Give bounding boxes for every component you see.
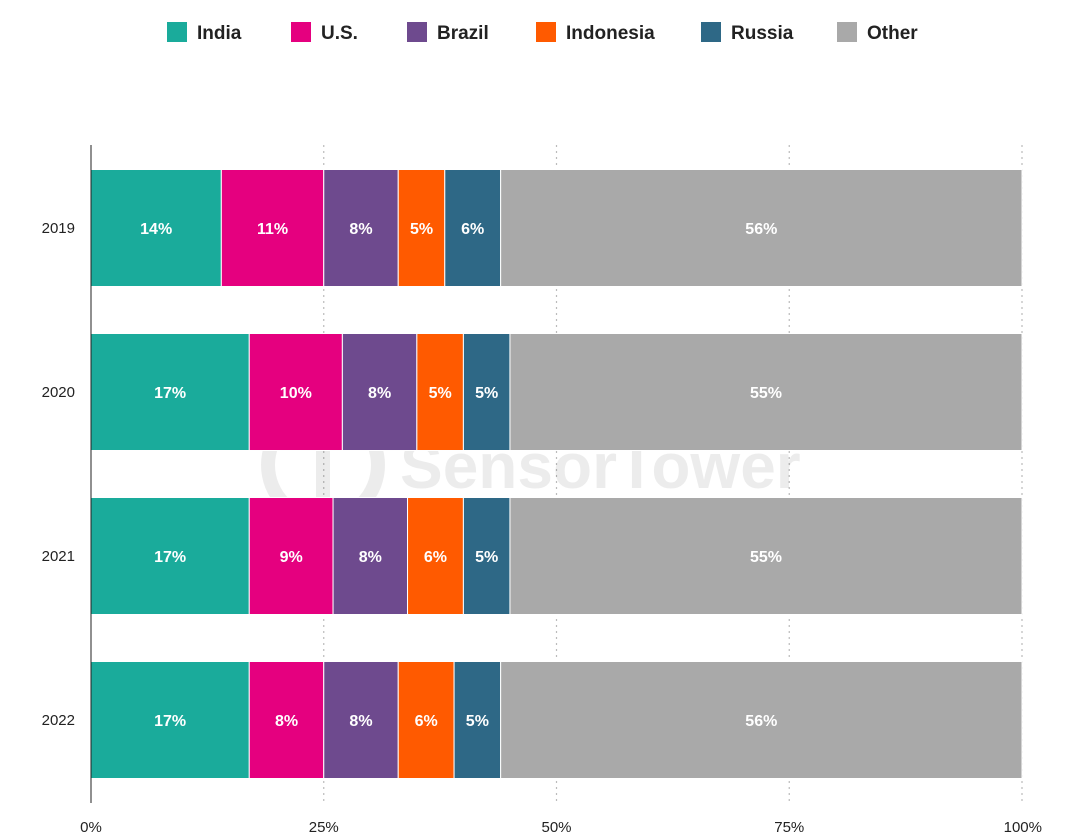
- data-label-2020-u-s: 10%: [280, 385, 312, 402]
- legend-item-other: Other: [837, 22, 918, 44]
- x-axis-ticks: 0% 25% 50% 75% 100%: [80, 819, 1042, 836]
- y-tick-label-2019: 2019: [42, 220, 75, 237]
- data-label-2021-india: 17%: [154, 549, 186, 566]
- x-tick-label-25: 25%: [309, 819, 339, 836]
- bar-2022-india: [90, 661, 250, 779]
- data-label-2022-indonesia: 6%: [415, 713, 438, 730]
- bar-2022-indonesia: [397, 661, 455, 779]
- legend-item-u-s: U.S.: [291, 22, 358, 44]
- data-label-2022-brazil: 8%: [349, 713, 372, 730]
- bar-row-2020: 17% 10% 8% 5% 5% 55%: [90, 333, 1023, 451]
- bar-2021-other: [509, 497, 1023, 615]
- x-tick-label-0: 0%: [80, 819, 102, 836]
- legend-label-india: India: [197, 23, 242, 44]
- legend-label-u-s: U.S.: [321, 23, 358, 44]
- bar-2021-russia: [462, 497, 511, 615]
- bar-2021-indonesia: [407, 497, 464, 615]
- x-tick-label-75: 75%: [774, 819, 804, 836]
- data-label-2019-india: 14%: [140, 221, 172, 238]
- bar-row-2019: 14% 11% 8% 5% 6% 56%: [90, 169, 1023, 287]
- bar-2019-other: [500, 169, 1023, 287]
- y-tick-label-2022: 2022: [42, 712, 75, 729]
- bar-2021-india: [90, 497, 250, 615]
- legend-swatch-brazil: [407, 22, 427, 42]
- y-tick-label-2020: 2020: [42, 384, 75, 401]
- bar-row-2022: 17% 8% 8% 6% 5% 56%: [90, 661, 1023, 779]
- legend-item-brazil: Brazil: [407, 22, 489, 44]
- bar-2020-brazil: [341, 333, 418, 451]
- data-label-2021-brazil: 8%: [359, 549, 382, 566]
- data-label-2019-u-s: 11%: [257, 221, 288, 238]
- legend-swatch-russia: [701, 22, 721, 42]
- y-axis-ticks: 2019 2020 2021 2022: [42, 220, 75, 729]
- data-label-2021-u-s: 9%: [280, 549, 303, 566]
- bar-row-2021: 17% 9% 8% 6% 5% 55%: [90, 497, 1023, 615]
- legend-label-indonesia: Indonesia: [566, 23, 655, 44]
- legend-swatch-india: [167, 22, 187, 42]
- legend-label-russia: Russia: [731, 23, 794, 44]
- legend-swatch-u-s: [291, 22, 311, 42]
- data-label-2022-u-s: 8%: [275, 713, 298, 730]
- data-label-2020-indonesia: 5%: [429, 385, 452, 402]
- data-label-2019-indonesia: 5%: [410, 221, 433, 238]
- bar-2020-other: [509, 333, 1023, 451]
- legend-item-india: India: [167, 22, 242, 44]
- legend-item-russia: Russia: [701, 22, 794, 44]
- bar-2019-u-s: [220, 169, 325, 287]
- x-tick-label-50: 50%: [541, 819, 571, 836]
- x-tick-label-100: 100%: [1004, 819, 1042, 836]
- bar-2020-russia: [462, 333, 511, 451]
- data-label-2021-indonesia: 6%: [424, 549, 447, 566]
- bar-2022-u-s: [248, 661, 325, 779]
- legend-label-brazil: Brazil: [437, 23, 489, 44]
- legend: India U.S. Brazil Indonesia Russia Other: [167, 22, 918, 44]
- data-label-2020-other: 55%: [750, 385, 782, 402]
- bar-2020-u-s: [248, 333, 343, 451]
- data-label-2022-india: 17%: [154, 713, 186, 730]
- bar-2022-brazil: [323, 661, 399, 779]
- bar-2022-other: [500, 661, 1023, 779]
- watermark-logo-stem: [316, 440, 330, 500]
- legend-swatch-indonesia: [536, 22, 556, 42]
- data-label-2019-russia: 6%: [461, 221, 484, 238]
- bar-2022-russia: [453, 661, 502, 779]
- data-label-2020-russia: 5%: [475, 385, 498, 402]
- data-label-2021-russia: 5%: [475, 549, 498, 566]
- data-label-2021-other: 55%: [750, 549, 782, 566]
- data-label-2019-other: 56%: [745, 221, 777, 238]
- data-label-2019-brazil: 8%: [349, 221, 372, 238]
- bar-2019-russia: [444, 169, 502, 287]
- data-label-2022-other: 56%: [745, 713, 777, 730]
- bar-2019-india: [90, 169, 222, 287]
- bar-2021-u-s: [248, 497, 334, 615]
- legend-swatch-other: [837, 22, 857, 42]
- data-label-2020-india: 17%: [154, 385, 186, 402]
- legend-label-other: Other: [867, 23, 918, 44]
- legend-item-indonesia: Indonesia: [536, 22, 655, 44]
- data-label-2020-brazil: 8%: [368, 385, 391, 402]
- data-label-2022-russia: 5%: [466, 713, 489, 730]
- bars: 14% 11% 8% 5% 6% 56% 17% 10% 8% 5% 5% 55% 17% 9% 8% 6% 5…: [90, 169, 1023, 779]
- y-tick-label-2021: 2021: [42, 548, 75, 565]
